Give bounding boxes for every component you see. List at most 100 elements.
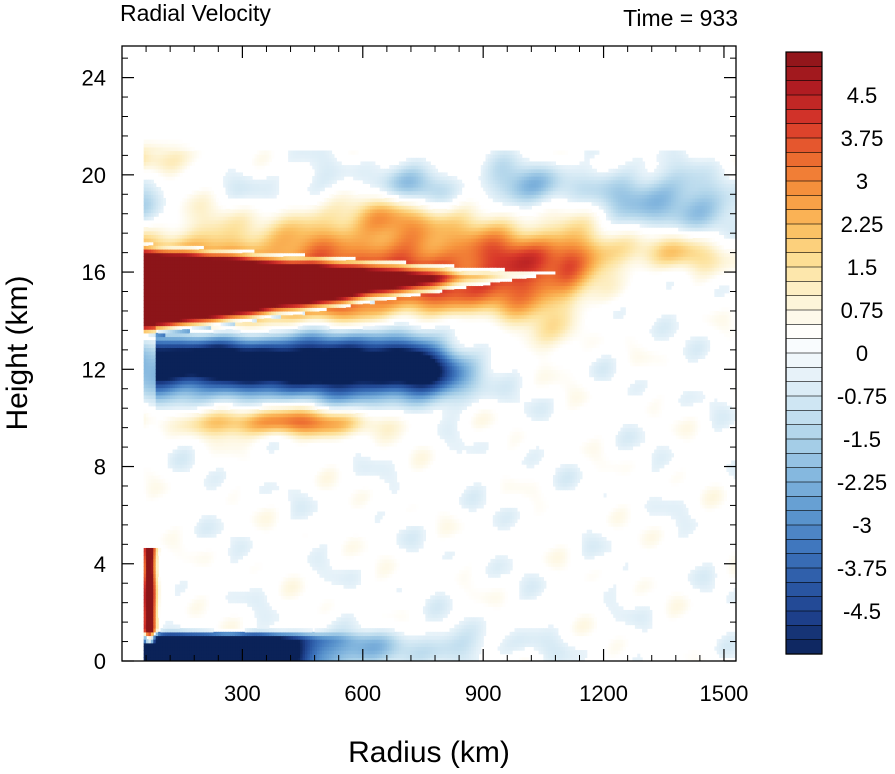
heatmap-cell <box>191 216 195 221</box>
heatmap-cell <box>194 314 198 319</box>
heatmap-cell <box>189 307 193 312</box>
heatmap-cell <box>170 241 174 246</box>
heatmap-cell <box>158 292 162 297</box>
heatmap-cell <box>143 270 147 276</box>
heatmap-cell <box>172 402 176 407</box>
heatmap-cell <box>194 391 198 396</box>
heatmap-cell <box>259 588 263 593</box>
heatmap-cell <box>239 620 243 626</box>
heatmap-cell <box>146 267 150 272</box>
heatmap-cell <box>167 223 171 228</box>
heatmap-cell <box>208 431 212 436</box>
heatmap-cell <box>174 526 178 531</box>
heatmap-cell <box>143 303 147 308</box>
heatmap-cell <box>201 398 205 403</box>
heatmap-cell <box>179 172 183 177</box>
heatmap-cell <box>150 230 154 235</box>
heatmap-cell <box>237 489 241 494</box>
heatmap-cell <box>170 343 174 349</box>
heatmap-cell <box>153 274 157 279</box>
heatmap-cell <box>208 205 212 210</box>
heatmap-cell <box>199 190 203 195</box>
heatmap-cell <box>194 653 198 658</box>
heatmap-cell <box>146 289 150 294</box>
heatmap-cell <box>143 310 147 316</box>
heatmap-cell <box>206 190 210 195</box>
heatmap-cell <box>146 609 150 615</box>
heatmap-cell <box>162 296 166 301</box>
heatmap-cell <box>150 380 154 385</box>
heatmap-cell <box>194 238 198 243</box>
heatmap-cell <box>174 278 178 283</box>
heatmap-cell <box>150 365 154 370</box>
heatmap-cell <box>191 270 195 276</box>
heatmap-cell <box>208 186 212 192</box>
heatmap-cell <box>174 248 178 254</box>
heatmap-cell <box>153 398 157 403</box>
heatmap-cell <box>201 631 205 637</box>
heatmap-cell <box>213 471 217 476</box>
heatmap-cell <box>199 639 203 644</box>
heatmap-cell <box>187 431 191 436</box>
heatmap-cell <box>199 562 203 567</box>
heatmap-cell <box>199 194 203 199</box>
heatmap-cell <box>146 599 150 604</box>
heatmap-cell <box>196 234 200 239</box>
heatmap-cell <box>182 354 186 359</box>
heatmap-cell <box>199 267 203 272</box>
heatmap-cell <box>160 256 164 261</box>
heatmap-cell <box>153 551 157 556</box>
heatmap-cell <box>187 555 191 560</box>
heatmap-cell <box>184 372 188 378</box>
heatmap-cell <box>203 558 207 564</box>
heatmap-cell <box>170 310 174 316</box>
heatmap-cell <box>206 227 210 232</box>
heatmap-cell <box>184 358 188 363</box>
heatmap-cell <box>194 252 198 257</box>
heatmap-cell <box>165 321 169 327</box>
heatmap-cell <box>153 143 157 148</box>
heatmap-cell <box>206 314 210 319</box>
heatmap-cell <box>191 292 195 297</box>
heatmap-cell <box>191 413 195 418</box>
heatmap-cell <box>211 394 215 400</box>
heatmap-cell <box>194 628 198 633</box>
heatmap-cell <box>174 310 178 316</box>
heatmap-cell <box>201 606 205 611</box>
heatmap-cell <box>206 238 210 243</box>
heatmap-cell <box>182 416 186 421</box>
heatmap-cell <box>162 340 166 345</box>
heatmap-cell <box>177 526 181 531</box>
heatmap-cell <box>201 208 205 214</box>
heatmap-cell <box>191 358 195 363</box>
heatmap-cell <box>172 321 176 327</box>
heatmap-cell <box>182 657 186 661</box>
heatmap-cell <box>179 420 183 425</box>
heatmap-cell <box>206 427 210 432</box>
heatmap-cell <box>172 168 176 174</box>
heatmap-cell <box>158 197 162 203</box>
heatmap-cell <box>148 569 152 575</box>
heatmap-cell <box>182 391 186 396</box>
heatmap-cell <box>143 631 147 637</box>
heatmap-cell <box>177 172 181 177</box>
heatmap-cell <box>194 405 198 411</box>
heatmap-cell <box>143 478 147 483</box>
heatmap-cell <box>196 599 200 604</box>
heatmap-cell <box>148 259 152 265</box>
heatmap-cell <box>150 376 154 381</box>
heatmap-cell <box>162 650 166 655</box>
heatmap-cell <box>218 529 222 534</box>
heatmap-cell <box>155 154 159 159</box>
heatmap-cell <box>184 216 188 221</box>
heatmap-cell <box>191 416 195 421</box>
heatmap-cell <box>160 489 164 494</box>
heatmap-cell <box>143 642 147 648</box>
heatmap-cell <box>158 332 162 338</box>
heatmap-cell <box>211 358 215 363</box>
heatmap-cell <box>150 278 154 283</box>
heatmap-cell <box>199 635 203 640</box>
heatmap-cell <box>167 336 171 341</box>
heatmap-cell <box>170 650 174 655</box>
